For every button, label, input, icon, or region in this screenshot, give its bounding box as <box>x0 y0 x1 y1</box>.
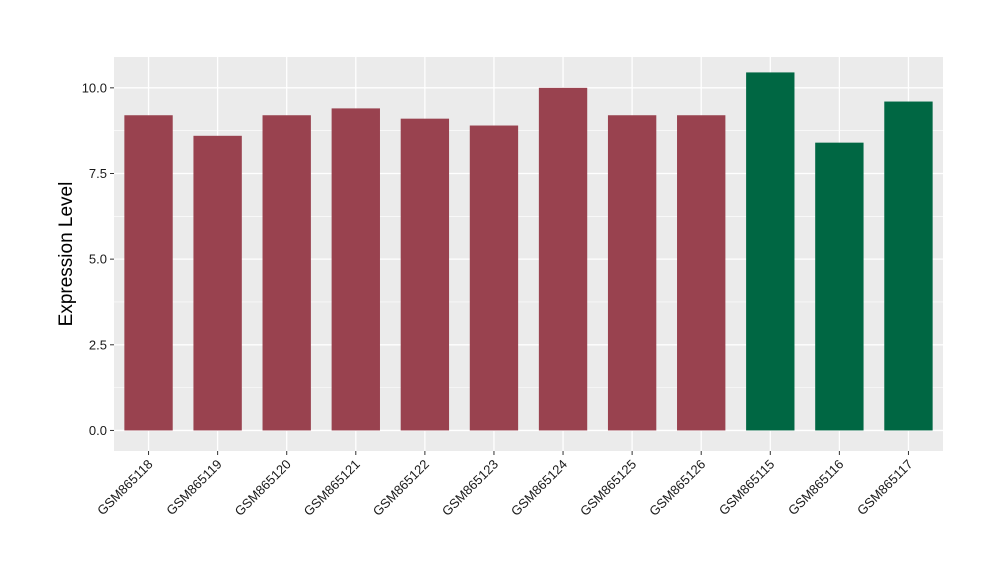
y-tick-label: 10.0 <box>82 80 107 95</box>
x-tick-label: GSM865122 <box>370 457 432 519</box>
bar-GSM865119 <box>193 135 242 431</box>
y-tick-label: 0.0 <box>89 423 107 438</box>
x-tick-label: GSM865125 <box>577 457 639 519</box>
bars <box>124 72 933 431</box>
x-tick-label: GSM865117 <box>854 457 916 519</box>
bar-GSM865125 <box>607 115 657 431</box>
x-tick-label: GSM865119 <box>163 457 225 519</box>
bar-GSM865117 <box>884 101 933 431</box>
bar-GSM865124 <box>538 87 588 431</box>
y-tick-label: 7.5 <box>89 166 107 181</box>
x-tick-label: GSM865124 <box>508 457 570 519</box>
x-tick-label: GSM865118 <box>94 457 156 519</box>
x-tick-label: GSM865123 <box>439 457 501 519</box>
x-tick-label: GSM865120 <box>232 457 294 519</box>
bar-GSM865118 <box>124 115 173 431</box>
bar-GSM865115 <box>746 72 795 431</box>
y-axis: 0.0 2.5 5.0 7.5 10.0 <box>82 80 114 438</box>
bar-GSM865126 <box>677 115 726 431</box>
x-tick-label: GSM865126 <box>646 457 708 519</box>
x-tick-label: GSM865115 <box>716 457 778 519</box>
y-tick-label: 5.0 <box>89 252 107 267</box>
y-tick-label: 2.5 <box>89 337 107 352</box>
bar-GSM865121 <box>331 108 380 431</box>
y-axis-title: Expression Level <box>56 182 77 327</box>
x-axis: GSM865118 GSM865119 GSM865120 GSM865121 GSM8… <box>94 451 916 519</box>
bar-GSM865123 <box>469 125 519 431</box>
x-tick-label: GSM865116 <box>785 457 847 519</box>
bar-GSM865120 <box>262 115 311 431</box>
bar-GSM865122 <box>400 118 450 431</box>
x-tick-label: GSM865121 <box>301 457 363 519</box>
plot-panel <box>114 57 943 451</box>
bar-GSM865116 <box>815 142 864 431</box>
minor-gridlines <box>114 130 943 388</box>
